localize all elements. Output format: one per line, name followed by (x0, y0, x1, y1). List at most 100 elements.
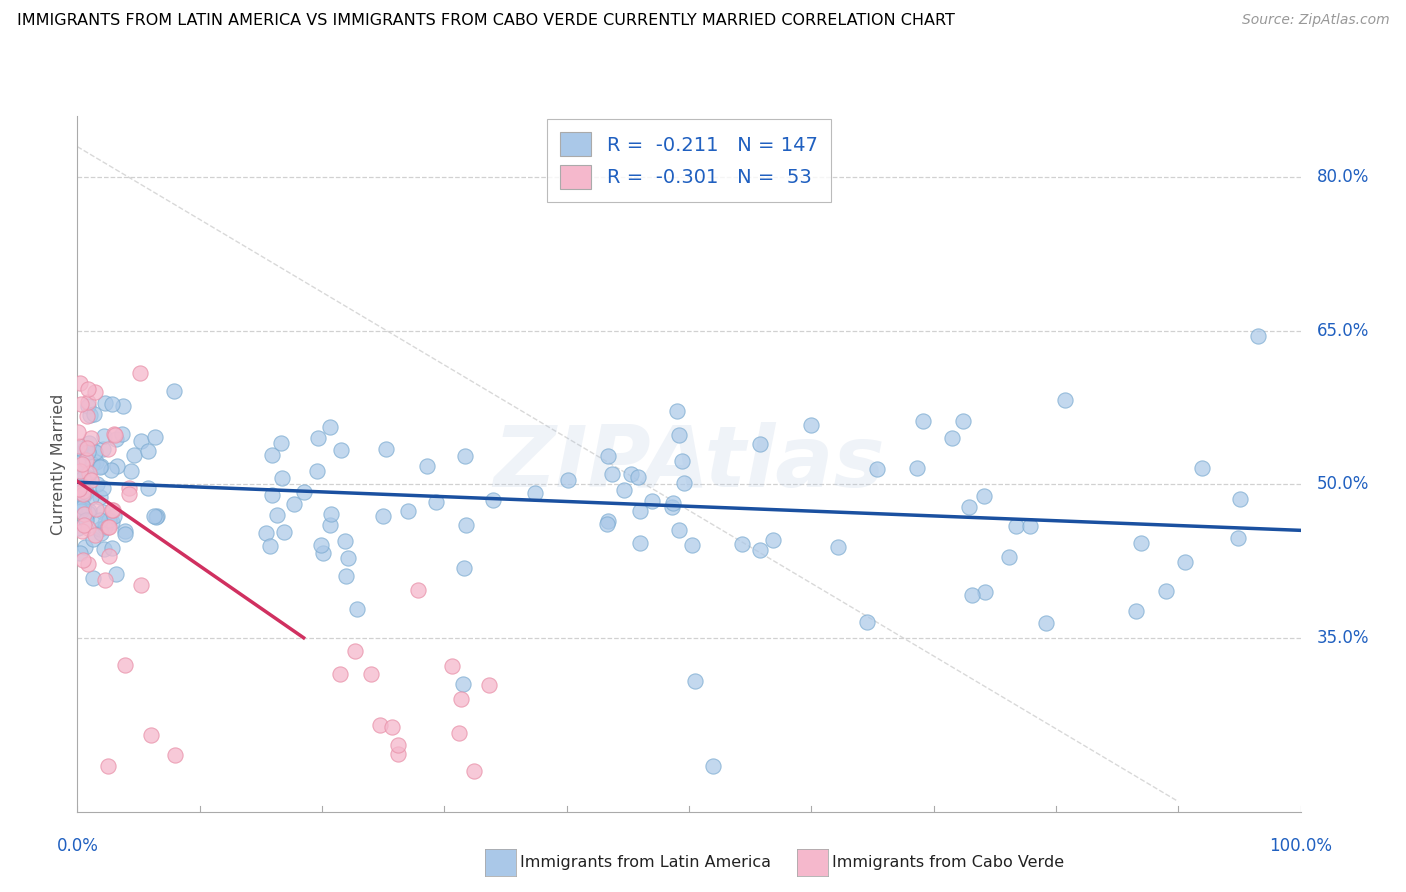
Text: 50.0%: 50.0% (1316, 475, 1369, 493)
Point (396, 504, 419, 518)
Point (129, 578, 152, 592)
Point (406, 583, 429, 598)
Y-axis label: Currently Married: Currently Married (51, 393, 66, 534)
Point (77, 399, 100, 413)
Point (103, 509, 125, 524)
Point (270, 471, 292, 485)
Point (482, 492, 505, 507)
Point (329, 666, 352, 681)
Point (83, 445, 105, 459)
Point (77, 395, 100, 409)
Point (319, 518, 342, 533)
Point (72, 483, 94, 498)
Text: 35.0%: 35.0% (1316, 629, 1369, 647)
Point (77, 521, 100, 535)
Point (641, 493, 664, 508)
Point (104, 432, 127, 446)
Point (450, 692, 472, 706)
Point (105, 458, 128, 473)
Point (336, 551, 359, 566)
Point (1174, 555, 1197, 569)
Point (671, 454, 693, 468)
Point (69, 546, 91, 560)
Point (72, 553, 94, 567)
Point (139, 728, 162, 742)
Point (75, 485, 97, 500)
Point (451, 677, 474, 691)
Point (67, 439, 90, 453)
Point (266, 508, 288, 522)
Point (387, 747, 409, 761)
Point (100, 463, 122, 477)
Point (661, 500, 683, 514)
Point (80, 457, 103, 471)
Point (66, 465, 89, 479)
Point (75, 475, 97, 490)
Point (731, 537, 754, 551)
Point (138, 444, 160, 458)
Point (425, 495, 447, 509)
Point (75, 513, 97, 527)
Point (97, 549, 120, 563)
Point (283, 498, 305, 512)
Point (344, 644, 367, 658)
Point (454, 449, 477, 463)
Point (77, 435, 100, 450)
Point (93, 573, 115, 587)
Point (165, 748, 187, 763)
Point (1229, 492, 1251, 507)
Point (72, 471, 94, 485)
Point (827, 541, 849, 555)
Point (668, 523, 690, 537)
Point (114, 658, 136, 673)
Point (702, 758, 724, 772)
Point (259, 539, 281, 553)
Point (90, 458, 112, 473)
Point (76, 506, 98, 520)
Point (76, 382, 98, 396)
Point (662, 496, 685, 510)
Point (120, 464, 142, 478)
Point (627, 470, 650, 484)
Point (321, 507, 343, 521)
Point (73, 518, 96, 533)
Point (478, 678, 501, 692)
Point (905, 461, 928, 475)
Text: 100.0%: 100.0% (1270, 838, 1331, 855)
Point (89, 522, 111, 536)
Point (463, 764, 485, 778)
Point (67, 482, 90, 496)
Point (375, 442, 398, 456)
Point (596, 514, 619, 528)
Point (260, 488, 283, 502)
Point (97, 520, 120, 534)
Point (104, 427, 127, 442)
Point (118, 487, 141, 501)
Point (82, 571, 104, 585)
Point (101, 502, 124, 516)
Point (335, 569, 357, 583)
Point (97, 758, 120, 772)
Text: 0.0%: 0.0% (56, 838, 98, 855)
Point (292, 485, 315, 500)
Point (84, 384, 107, 399)
Point (974, 584, 997, 599)
Point (855, 615, 877, 630)
Point (118, 481, 141, 495)
Point (94, 520, 117, 534)
Point (1247, 329, 1270, 343)
Text: ZIPAtlas: ZIPAtlas (494, 422, 884, 506)
Point (270, 436, 292, 450)
Point (90, 526, 112, 541)
Point (1019, 519, 1042, 533)
Point (93, 395, 115, 409)
Point (77, 557, 100, 571)
Point (98, 513, 121, 527)
Legend: R =  -0.211   N = 147, R =  -0.301   N =  53: R = -0.211 N = 147, R = -0.301 N = 53 (547, 119, 831, 202)
Point (101, 502, 124, 516)
Point (97, 520, 120, 534)
Point (86, 502, 108, 516)
Point (69, 464, 91, 478)
Point (69, 441, 91, 455)
Point (70, 458, 93, 472)
